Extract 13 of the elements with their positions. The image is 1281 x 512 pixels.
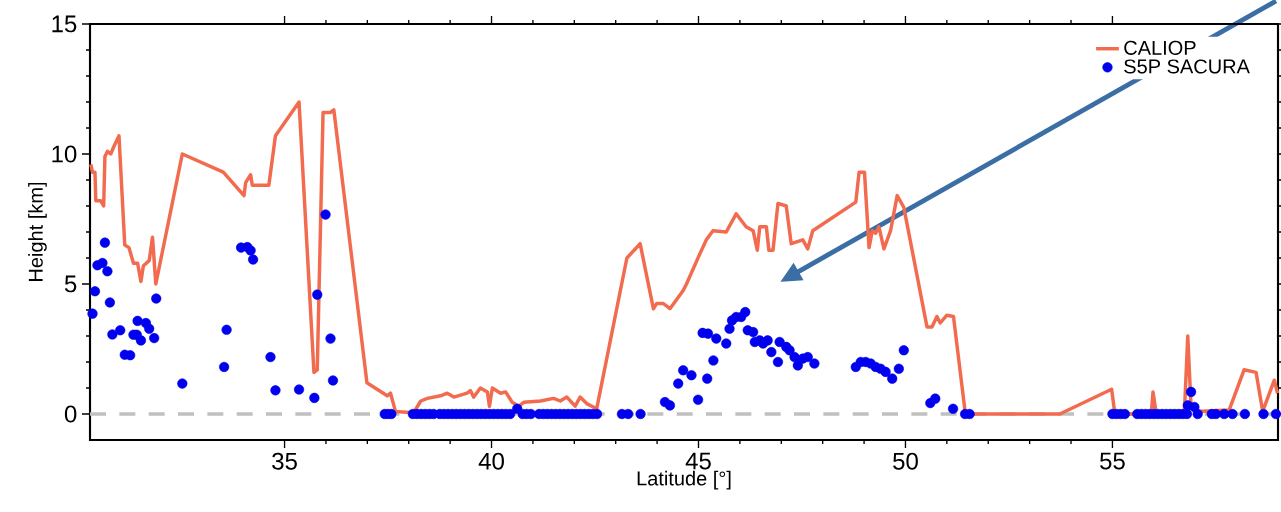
x-tick-label: 35 [272, 452, 297, 470]
y-tick-label: 5 [64, 275, 77, 293]
x-tick-label: 40 [478, 452, 504, 470]
x-tick-label: 45 [685, 452, 711, 470]
legend-label: S5P SACURA [1124, 59, 1250, 74]
legend-label: CALIOP [1124, 40, 1196, 55]
x-tick-label: 55 [1100, 452, 1125, 470]
y-tick-label: 10 [52, 145, 77, 163]
y-axis-title: Height [km] [28, 182, 47, 281]
y-tick-label: 0 [64, 405, 77, 423]
y-tick-label: 15 [52, 15, 77, 33]
x-tick-label: 50 [893, 452, 918, 470]
x-axis-title: Latitude [°] [637, 470, 731, 490]
